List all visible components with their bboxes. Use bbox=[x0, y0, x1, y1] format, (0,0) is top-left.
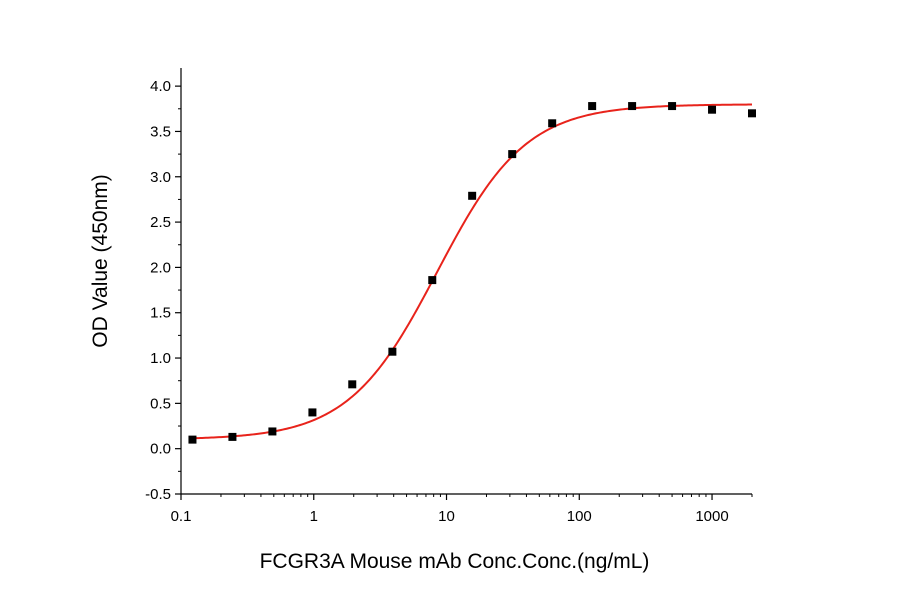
data-point bbox=[308, 408, 317, 417]
x-tick-label: 0.1 bbox=[171, 508, 192, 525]
y-tick-label: 3.0 bbox=[150, 169, 171, 186]
data-point bbox=[388, 347, 397, 356]
data-point bbox=[668, 102, 677, 111]
data-point bbox=[468, 191, 477, 200]
data-point bbox=[588, 102, 597, 111]
data-point bbox=[748, 109, 756, 118]
y-tick-label: 0.5 bbox=[150, 395, 171, 412]
y-tick-label: -0.5 bbox=[145, 486, 171, 503]
fit-curve bbox=[189, 103, 753, 440]
x-tick-label: 10 bbox=[438, 508, 455, 525]
x-tick-label: 1 bbox=[310, 508, 318, 525]
y-axis-ticks: -0.5 0.0 0.5 1.0 1.5 2.0 2.5 3.0 3.5 4.0 bbox=[145, 78, 181, 503]
y-tick-label: 4.0 bbox=[150, 78, 171, 95]
data-point bbox=[548, 119, 557, 128]
data-points bbox=[188, 102, 756, 444]
data-point bbox=[348, 380, 357, 389]
axes bbox=[180, 68, 752, 495]
y-tick-label: 2.5 bbox=[150, 214, 171, 231]
data-point bbox=[628, 102, 637, 111]
x-axis-title: FCGR3A Mouse mAb Conc.Conc.(ng/mL) bbox=[260, 550, 650, 573]
y-tick-label: 1.0 bbox=[150, 350, 171, 367]
x-axis-ticks: 0.1 1 10 100 1000 bbox=[171, 494, 753, 525]
data-point bbox=[268, 427, 277, 436]
data-point bbox=[428, 276, 437, 285]
x-tick-label: 100 bbox=[567, 508, 592, 525]
x-tick-label: 1000 bbox=[695, 508, 728, 525]
data-point bbox=[188, 435, 197, 444]
data-point bbox=[708, 105, 717, 114]
y-tick-label: 2.0 bbox=[150, 259, 171, 276]
data-point bbox=[508, 150, 517, 159]
y-axis-title: OD Value (450nm) bbox=[89, 174, 112, 348]
y-tick-label: 1.5 bbox=[150, 305, 171, 322]
data-point bbox=[228, 432, 237, 441]
y-tick-label: 3.5 bbox=[150, 123, 171, 140]
y-tick-label: 0.0 bbox=[150, 441, 171, 458]
